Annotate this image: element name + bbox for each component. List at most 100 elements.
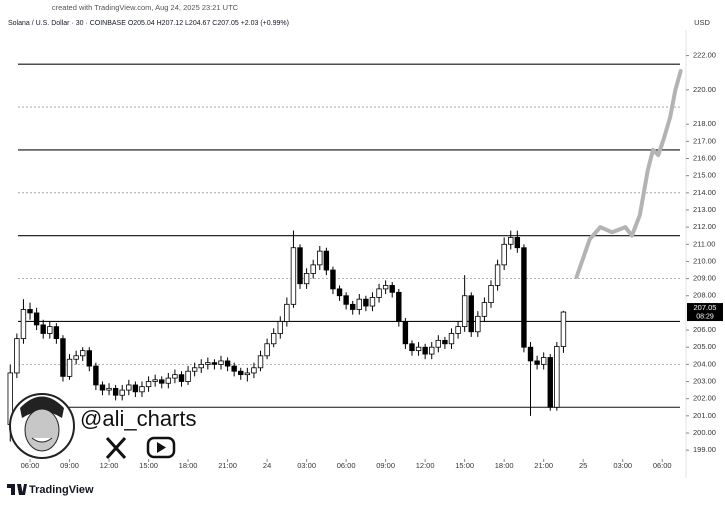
y-tick-label: 203.00 — [693, 377, 716, 386]
candle-body — [494, 264, 501, 286]
x-tick-label: 12:00 — [100, 461, 119, 470]
candle-body — [244, 372, 251, 376]
candle-body — [238, 370, 244, 376]
avatar-smile — [31, 437, 53, 443]
candle-body — [297, 247, 303, 285]
candle-body — [185, 370, 191, 382]
candle-body — [264, 343, 270, 357]
x-icon — [105, 436, 127, 460]
y-tick-label: 199.00 — [693, 445, 716, 454]
candle-body — [448, 333, 455, 345]
y-tick-label: 204.00 — [693, 359, 716, 368]
y-tick-label: 222.00 — [693, 51, 716, 60]
candle-body — [14, 338, 20, 374]
x-tick-label: 24 — [263, 461, 271, 470]
y-tick-label: 214.00 — [693, 188, 716, 197]
candle-body — [290, 247, 297, 305]
candle-body — [112, 387, 119, 396]
candle-body — [40, 324, 46, 334]
youtube-play — [157, 442, 166, 453]
candle-body — [33, 312, 40, 326]
x-tick-label: 15:00 — [139, 461, 158, 470]
candle-body — [356, 298, 362, 310]
candle-body — [211, 362, 218, 365]
candle-body — [284, 303, 290, 322]
x-tick-label: 03:00 — [297, 461, 316, 470]
candle-body — [126, 384, 132, 391]
candle-body — [303, 273, 310, 285]
candle-body — [218, 360, 224, 365]
candle-body — [172, 374, 178, 379]
candle-body — [66, 358, 73, 377]
candle-body — [165, 377, 172, 384]
candle-body — [323, 250, 330, 271]
x-tick-label: 25 — [579, 461, 587, 470]
candle-body — [60, 338, 66, 377]
avatar-face — [24, 408, 60, 452]
y-tick-label: 200.00 — [693, 428, 716, 437]
plot-area: 222.00 220.00 218.00 217.00 216.00 215.00 214.… — [7, 51, 716, 470]
candle-body — [20, 309, 27, 340]
candle-body — [231, 365, 237, 372]
y-tick-label: 216.00 — [693, 153, 716, 162]
candle-body — [224, 360, 231, 367]
candle-body — [343, 295, 349, 305]
candle-body — [336, 288, 343, 297]
candle-body — [422, 346, 428, 355]
candle-body — [376, 288, 382, 298]
y-tick-label: 209.00 — [693, 274, 716, 283]
candle-body — [330, 269, 336, 290]
price-label: 207.05 — [694, 303, 717, 312]
candle-body — [205, 362, 211, 365]
candle-body — [317, 250, 323, 266]
x-tick-label: 18:00 — [495, 461, 514, 470]
avatar-hair — [20, 396, 64, 418]
symbol-header: Solana / U.S. Dollar · 30 · COINBASE O20… — [8, 20, 289, 27]
candle-body — [363, 298, 369, 307]
candle-body — [369, 297, 376, 307]
candle-body — [534, 360, 540, 365]
candle-body — [119, 389, 125, 396]
candle-body — [501, 243, 507, 266]
candle-body — [475, 315, 481, 333]
x-tick-label: 09:00 — [60, 461, 79, 470]
candle-body — [514, 237, 521, 249]
candle-body — [382, 285, 389, 290]
candle-body — [468, 295, 474, 333]
currency-label: USD — [694, 18, 710, 27]
candle-body — [145, 381, 152, 388]
candle-body — [257, 355, 264, 369]
candle-body — [554, 346, 560, 408]
candle-body — [106, 387, 112, 391]
candle-body — [409, 343, 415, 352]
y-tick-label: 206.00 — [693, 325, 716, 334]
projection-line — [574, 69, 683, 279]
x-tick-label: 09:00 — [376, 461, 395, 470]
candle-body — [93, 365, 99, 386]
author-watermark: @ali_charts — [9, 393, 197, 460]
candle-body — [540, 357, 547, 365]
candle-body — [53, 326, 60, 340]
candle-body — [481, 302, 488, 317]
price-label-box — [687, 303, 723, 322]
y-tick-label: 211.00 — [693, 239, 715, 248]
y-tick-label: 212.00 — [693, 222, 716, 231]
y-tick-label: 217.00 — [693, 136, 716, 145]
candle-body — [270, 333, 277, 345]
y-tick-label: 210.00 — [693, 256, 716, 265]
candle-body — [455, 326, 461, 334]
candle-body — [198, 363, 204, 369]
candle-body — [139, 386, 145, 393]
candle-body — [521, 247, 527, 348]
candle-body — [547, 357, 553, 408]
x-tick-label: 03:00 — [613, 461, 632, 470]
candle-body — [132, 384, 139, 393]
candle-body — [277, 321, 283, 334]
candle-body — [527, 346, 534, 362]
x-tick-label: 06:00 — [653, 461, 672, 470]
created-note: created with TradingView.com, Aug 24, 20… — [52, 3, 239, 12]
y-tick-label: 208.00 — [693, 291, 716, 300]
candle-body — [435, 339, 442, 348]
